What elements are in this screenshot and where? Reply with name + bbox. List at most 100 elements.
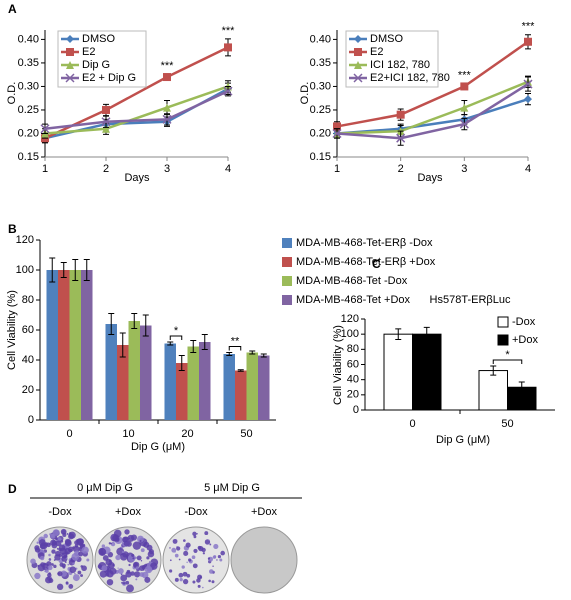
colony (108, 559, 112, 563)
significance-bracket (228, 346, 242, 351)
legend-swatch (282, 238, 292, 248)
y-axis-label: O.D. (6, 82, 18, 105)
colony (55, 537, 58, 541)
error-bar (423, 326, 430, 342)
bar (246, 352, 259, 420)
colony (86, 558, 90, 562)
colony (137, 535, 144, 543)
marker (524, 95, 532, 104)
colony (126, 569, 131, 574)
bar (199, 342, 211, 420)
colony (183, 550, 189, 557)
legend-label: DMSO (370, 33, 403, 45)
y-tick-label: 0.15 (310, 151, 331, 163)
marker (101, 117, 111, 127)
error-bar (190, 340, 197, 353)
error-bar (490, 365, 497, 376)
y-tick-label: 0.15 (18, 151, 39, 163)
colony (143, 544, 146, 547)
y-tick-label: 0.25 (310, 104, 331, 116)
colony (106, 578, 114, 586)
colony (48, 553, 51, 557)
colony (124, 529, 130, 535)
bar (234, 370, 247, 420)
x-tick-label: 1 (334, 163, 340, 175)
colony (131, 553, 135, 557)
x-axis-label: Days (124, 172, 150, 184)
column-label: -Dox (48, 506, 72, 518)
colony (139, 572, 145, 577)
annotation: * (174, 325, 179, 337)
y-tick-label: 0.30 (310, 80, 331, 92)
error-bar (119, 332, 126, 358)
error-bar (260, 353, 267, 358)
bar (164, 343, 176, 420)
colony (53, 564, 57, 569)
bar (187, 346, 200, 420)
colony (60, 570, 67, 577)
y-tick-label: 0.20 (18, 127, 39, 139)
y-axis-label: Cell Viability (%) (332, 325, 344, 405)
legend-label: +Dox (512, 334, 538, 346)
legend-label: E2 + Dip G (82, 72, 136, 84)
colony (213, 555, 217, 558)
legend-swatch (497, 316, 509, 328)
series-line (44, 90, 229, 131)
annotation: * (505, 349, 510, 361)
x-tick-label: 4 (225, 163, 231, 175)
colony (144, 576, 151, 583)
error-bar (178, 355, 185, 371)
colony (45, 576, 52, 584)
colony (74, 544, 79, 548)
bar (383, 333, 413, 411)
colony (67, 563, 70, 566)
marker (40, 124, 50, 134)
y-tick-label: 0 (28, 414, 34, 426)
error-bar (518, 381, 525, 394)
colony (191, 555, 196, 560)
colony (97, 564, 103, 569)
marker (162, 114, 172, 124)
marker (223, 86, 233, 96)
colony (51, 542, 58, 549)
series-line (336, 83, 529, 140)
colony (209, 543, 212, 546)
colony (30, 558, 36, 565)
marker (224, 43, 232, 52)
colony (81, 546, 89, 554)
bar (46, 270, 58, 420)
colony (48, 572, 51, 575)
annotation: *** (222, 25, 236, 37)
x-tick-label: 3 (164, 163, 170, 175)
x-tick-label: 2 (398, 163, 404, 175)
y-tick-label: 80 (347, 343, 359, 355)
colony (69, 566, 77, 574)
colony (134, 571, 141, 578)
colony (122, 582, 126, 585)
colony (101, 544, 106, 548)
group-label: 0 μM Dip G (77, 482, 133, 494)
colony (169, 547, 171, 549)
colony (217, 555, 222, 559)
y-tick-label: 120 (16, 234, 34, 246)
colony (174, 553, 179, 558)
colony (140, 542, 142, 544)
colony (61, 552, 68, 559)
panel-label: C (372, 257, 381, 271)
x-tick-label: 4 (525, 163, 531, 175)
colony (39, 555, 45, 561)
colony (169, 569, 173, 573)
x-tick-label: 50 (240, 428, 252, 440)
colony (212, 565, 214, 567)
colony (80, 565, 84, 568)
x-tick-label: 1 (42, 163, 48, 175)
bar (140, 325, 152, 420)
colony (176, 546, 181, 551)
colony (74, 573, 76, 575)
error-bar (226, 352, 233, 356)
colony (40, 562, 45, 567)
colony (34, 572, 41, 580)
y-tick-label: 20 (347, 389, 359, 401)
x-tick-label: 10 (122, 428, 134, 440)
